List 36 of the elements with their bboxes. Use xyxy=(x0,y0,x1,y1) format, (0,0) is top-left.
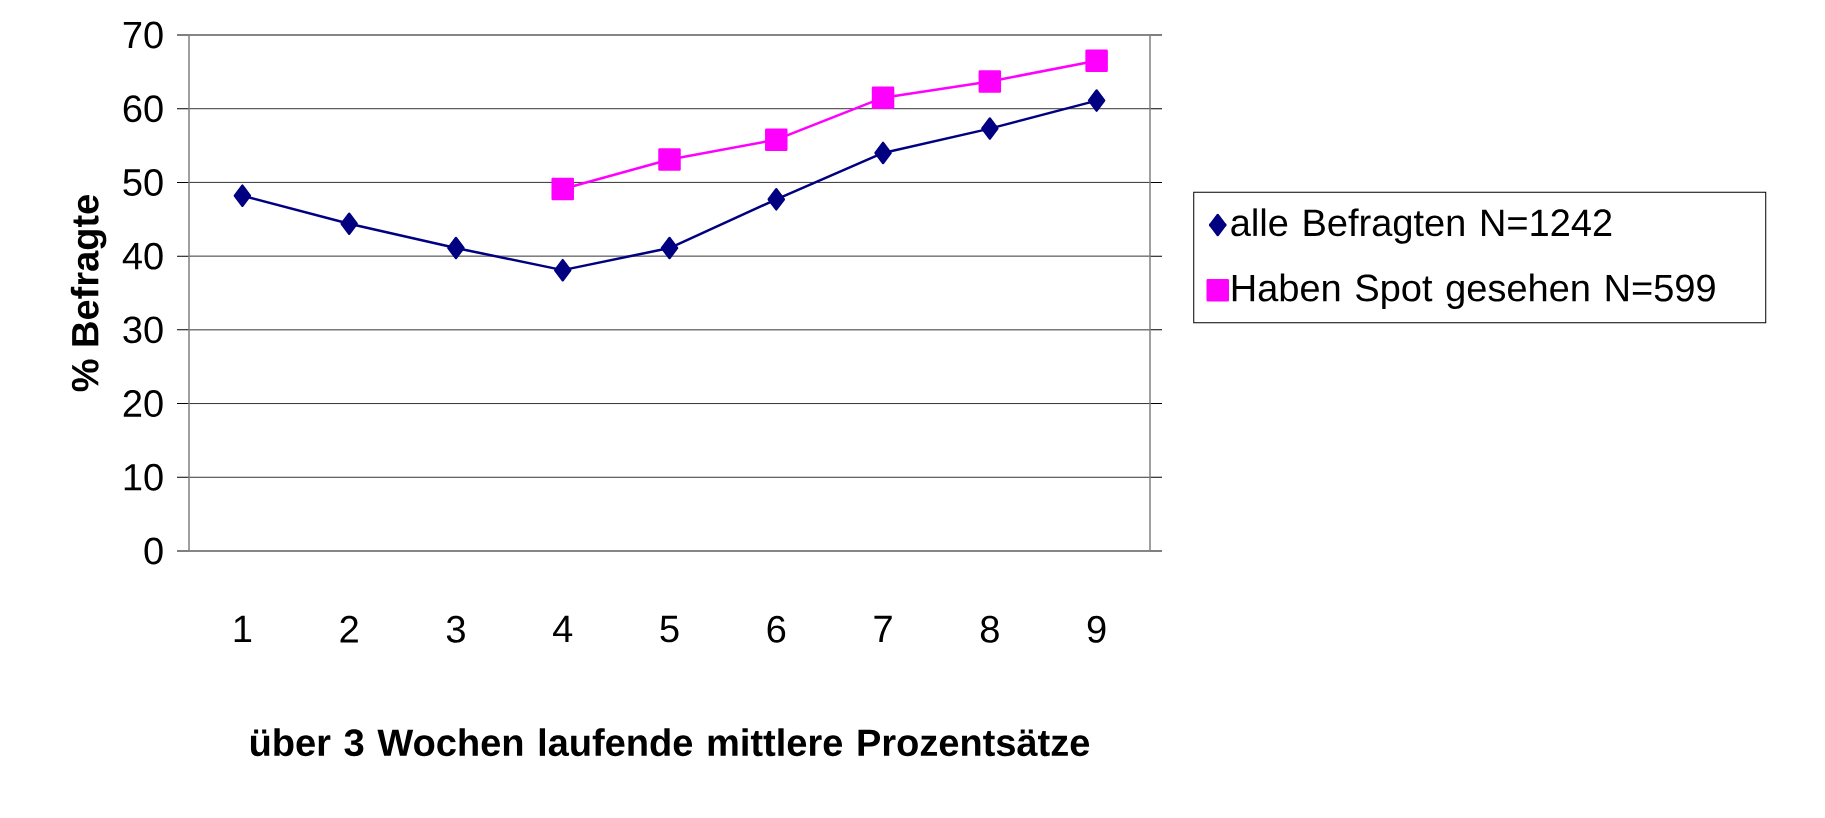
point xyxy=(978,70,1002,93)
y-tick-label: 0 xyxy=(144,537,163,565)
y-tick-label: 40 xyxy=(122,242,163,270)
point xyxy=(874,141,892,165)
x-tick-label: 9 xyxy=(1087,615,1106,643)
y-tick-label: 10 xyxy=(124,463,163,491)
y-tick-label: 20 xyxy=(123,390,163,418)
x-tick-label: 2 xyxy=(340,615,358,643)
point xyxy=(658,148,681,171)
point xyxy=(340,212,358,235)
point xyxy=(1085,49,1108,73)
point xyxy=(765,128,788,151)
x-tick-label: 1 xyxy=(234,615,252,642)
point xyxy=(233,184,252,207)
point xyxy=(981,117,999,140)
legend-label: alle Befragten N=1242 xyxy=(1231,208,1612,244)
x-tick-label: 7 xyxy=(874,615,892,642)
x-tick-label: 6 xyxy=(767,615,786,643)
y-axis-title: % Befragte xyxy=(70,195,107,392)
y-tick-label: 50 xyxy=(123,168,163,196)
x-tick-label: 5 xyxy=(660,615,679,643)
point xyxy=(447,236,465,260)
y-tick-label: 30 xyxy=(123,316,163,344)
point xyxy=(1087,89,1106,112)
point xyxy=(871,86,895,109)
legend-label: Haben Spot gesehen N=599 xyxy=(1232,273,1715,310)
x-axis-title: über 3 Wochen laufende mittlere Prozentsätze xyxy=(250,728,1090,757)
y-tick-label: 70 xyxy=(123,21,163,49)
x-tick-label: 4 xyxy=(553,615,573,642)
point xyxy=(660,236,679,260)
point xyxy=(767,188,786,211)
y-tick-label: 60 xyxy=(123,95,163,123)
point xyxy=(553,258,572,282)
x-tick-label: 8 xyxy=(980,615,999,643)
x-tick-label: 3 xyxy=(446,615,465,643)
point xyxy=(551,177,574,201)
